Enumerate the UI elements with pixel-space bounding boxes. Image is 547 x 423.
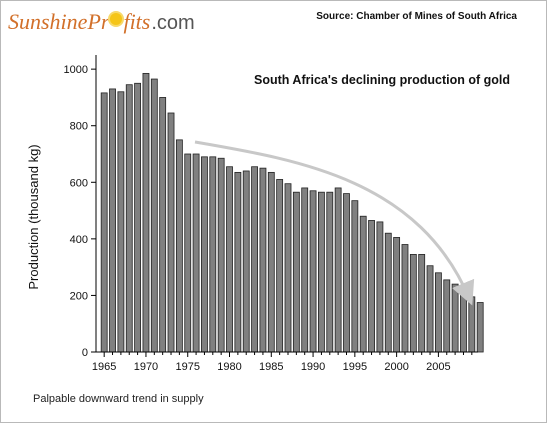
bar-1981: [234, 171, 242, 353]
bar-1985: [267, 171, 275, 353]
sun-icon: [110, 13, 123, 25]
bar-1980: [226, 166, 233, 353]
bar-1967: [117, 91, 125, 353]
bar-2002: [409, 254, 417, 353]
x-tick-label: 1985: [259, 361, 283, 373]
bar-1976: [192, 153, 200, 353]
bar-1996: [359, 215, 367, 353]
bar-2008: [460, 289, 467, 353]
y-tick-label: 600: [70, 177, 88, 189]
bar-2003: [418, 254, 426, 353]
x-tick-label: 1965: [92, 361, 116, 373]
brand-name-part-3: fits: [123, 9, 151, 34]
bar-2001: [401, 244, 409, 353]
bar-1993: [334, 187, 342, 353]
bar-1991: [318, 191, 325, 353]
bar-2009: [468, 296, 476, 353]
bar-1966: [109, 88, 116, 353]
source-note: Source: Chamber of Mines of South Africa: [316, 11, 517, 22]
y-tick-label: 1000: [64, 64, 88, 76]
x-tick-label: 1970: [134, 361, 158, 373]
x-tick-label: 1995: [343, 361, 367, 373]
bars-group: [100, 72, 484, 353]
bar-1972: [159, 97, 167, 353]
bar-1978: [209, 156, 217, 353]
bar-1999: [384, 232, 392, 353]
bar-1995: [351, 200, 359, 353]
bar-1971: [150, 78, 158, 353]
brand-name-part-2: Pr: [87, 9, 110, 34]
bar-1983: [251, 166, 258, 353]
bar-1977: [201, 156, 208, 353]
bar-1998: [376, 221, 384, 353]
y-axis-label: Production (thousand kg): [26, 144, 41, 289]
bar-undefined: [476, 302, 484, 353]
bar-1982: [242, 170, 250, 353]
y-tick-label: 200: [70, 290, 88, 302]
axes-group: [95, 55, 478, 353]
x-tick-label: 2005: [426, 361, 450, 373]
brand-name-part-1: Sunshine: [8, 9, 88, 34]
bar-1987: [284, 183, 292, 353]
bar-1969: [134, 82, 142, 353]
bar-1994: [343, 193, 350, 353]
y-tick-label: 400: [70, 234, 88, 246]
brand-domain: .com: [151, 12, 195, 34]
bar-1965: [100, 92, 108, 353]
bar-2005: [434, 272, 442, 353]
y-tick-label: 0: [82, 347, 88, 359]
bar-2006: [443, 279, 451, 353]
bar-2007: [451, 283, 459, 353]
chart-title: South Africa's declining production of g…: [254, 73, 510, 87]
x-tick-label: 2000: [384, 361, 408, 373]
x-ticks-group: 1965 1970 1975 1980 1985 1990 1995 2000 2005: [92, 352, 473, 373]
y-tick-label: 800: [70, 121, 88, 133]
bar-1986: [276, 179, 284, 353]
bar-1975: [184, 153, 192, 353]
bar-1974: [175, 139, 183, 353]
bar-2004: [426, 265, 434, 353]
bar-1992: [326, 191, 334, 353]
bar-1984: [259, 167, 267, 353]
bar-1968: [125, 84, 133, 353]
bar-1979: [217, 157, 225, 353]
y-ticks-group: 0 200 400 600 800 1000: [64, 64, 96, 359]
x-tick-label: 1980: [217, 361, 241, 373]
bar-1990: [309, 190, 317, 353]
trend-arrow: [194, 140, 475, 306]
bar-1973: [167, 112, 175, 353]
brand-logo[interactable]: SunshinePr fits.com: [8, 7, 195, 37]
bar-1970: [142, 72, 150, 353]
x-tick-label: 1990: [301, 361, 325, 373]
bar-2000: [393, 237, 401, 353]
bar-1997: [368, 220, 375, 353]
bar-1989: [301, 187, 309, 353]
bar-1988: [292, 191, 300, 353]
x-tick-label: 1975: [175, 361, 199, 373]
chart-caption: Palpable downward trend in supply: [33, 393, 204, 405]
